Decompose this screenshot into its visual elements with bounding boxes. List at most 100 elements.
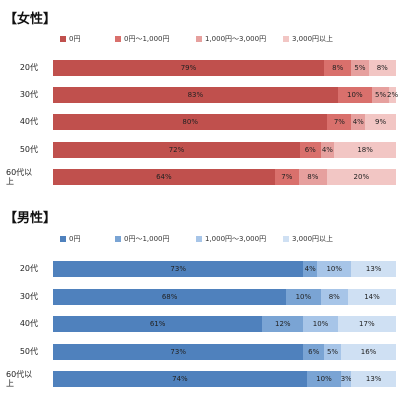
legend-swatch bbox=[60, 36, 66, 42]
legend-swatch bbox=[196, 236, 202, 242]
stacked-bar: 79% 8% 5% 8% bbox=[53, 60, 396, 76]
legend-label: 1,000円〜3,000円 bbox=[205, 235, 267, 243]
bar-segment: 3% bbox=[340, 371, 352, 387]
legend-label: 3,000円以上 bbox=[292, 35, 334, 43]
data-label: 61% bbox=[149, 320, 166, 328]
data-label: 10% bbox=[347, 91, 363, 99]
data-label: 3% bbox=[340, 375, 352, 383]
stacked-bar: 73% 6% 5% 16% bbox=[53, 344, 396, 360]
bar-segment: 73% bbox=[53, 344, 304, 360]
bar-segment: 20% bbox=[326, 169, 396, 185]
bar-segment: 74% bbox=[53, 371, 307, 387]
bar-segment: 17% bbox=[337, 316, 396, 332]
legend-swatch bbox=[196, 36, 202, 42]
bar-segment: 8% bbox=[323, 60, 352, 76]
data-label: 68% bbox=[161, 293, 178, 301]
bar-segment: 72% bbox=[53, 142, 300, 158]
data-label: 13% bbox=[365, 265, 382, 273]
data-label: 7% bbox=[333, 118, 345, 126]
bar-segment: 6% bbox=[299, 142, 321, 158]
data-label: 17% bbox=[359, 320, 375, 328]
stacked-bar: 68% 10% 8% 14% bbox=[53, 289, 396, 305]
bar-segment: 68% bbox=[53, 289, 287, 305]
bar-segment: 7% bbox=[327, 114, 352, 130]
legend-label: 0円 bbox=[69, 235, 81, 243]
data-label: 8% bbox=[376, 64, 388, 72]
bar-segment: 5% bbox=[323, 344, 342, 360]
legend-label: 0円〜1,000円 bbox=[124, 35, 170, 43]
data-label: 10% bbox=[295, 293, 312, 301]
data-label: 10% bbox=[326, 265, 343, 273]
bar-segment: 13% bbox=[351, 261, 396, 277]
data-label: 2% bbox=[387, 91, 399, 99]
category-label: 20代 bbox=[19, 63, 38, 72]
legend-label: 1,000円〜3,000円 bbox=[205, 35, 267, 43]
stacked-bar: 80% 7% 4% 9% bbox=[53, 114, 396, 130]
bar-segment: 14% bbox=[347, 289, 396, 305]
legend-item: 3,000円以上 bbox=[283, 34, 333, 44]
bar-segment: 80% bbox=[53, 114, 328, 130]
data-label: 72% bbox=[168, 146, 185, 154]
stacked-bar: 72% 6% 4% 18% bbox=[53, 142, 396, 158]
legend-item: 0円 bbox=[60, 34, 80, 44]
data-label: 5% bbox=[354, 64, 366, 72]
stacked-bar: 64% 7% 8% 20% bbox=[53, 169, 396, 185]
bar-segment: 64% bbox=[53, 169, 275, 185]
data-label: 16% bbox=[360, 348, 377, 356]
bar-segment: 8% bbox=[320, 289, 348, 305]
data-label: 8% bbox=[332, 64, 344, 72]
bar-segment: 6% bbox=[303, 344, 324, 360]
bar-segment: 4% bbox=[351, 114, 366, 130]
legend-item: 1,000円〜3,000円 bbox=[196, 34, 266, 44]
category-label: 60代以上 bbox=[6, 168, 33, 186]
stacked-bar: 83% 10% 5% 2% bbox=[53, 87, 399, 103]
category-label: 40代 bbox=[19, 319, 38, 328]
data-label: 20% bbox=[353, 173, 370, 181]
stacked-bar: 61% 12% 10% 17% bbox=[53, 316, 396, 332]
bar-segment: 5% bbox=[371, 87, 390, 103]
legend-item: 0円 bbox=[60, 234, 80, 244]
legend-swatch bbox=[60, 236, 66, 242]
category-label: 30代 bbox=[19, 292, 38, 301]
legend-swatch bbox=[115, 36, 121, 42]
data-label: 9% bbox=[374, 118, 387, 126]
data-label: 4% bbox=[321, 146, 333, 154]
category-label: 20代 bbox=[19, 264, 38, 273]
legend-swatch bbox=[115, 236, 121, 242]
data-label: 5% bbox=[326, 348, 339, 356]
data-label: 10% bbox=[312, 320, 329, 328]
legend-label: 0円 bbox=[69, 35, 81, 43]
legend-item: 3,000円以上 bbox=[283, 234, 333, 244]
legend-item: 0円〜1,000円 bbox=[115, 34, 170, 44]
bar-segment: 8% bbox=[368, 60, 396, 76]
data-label: 12% bbox=[275, 320, 291, 328]
data-label: 13% bbox=[365, 375, 382, 383]
category-label: 30代 bbox=[19, 90, 38, 99]
legend-label: 0円〜1,000円 bbox=[124, 235, 170, 243]
bar-segment: 9% bbox=[365, 114, 396, 130]
data-label: 4% bbox=[352, 118, 364, 126]
bar-segment: 79% bbox=[53, 60, 324, 76]
data-label: 80% bbox=[182, 118, 198, 126]
bar-segment: 5% bbox=[351, 60, 369, 76]
data-label: 73% bbox=[170, 348, 186, 356]
bar-segment: 4% bbox=[320, 142, 335, 158]
data-label: 14% bbox=[364, 293, 380, 301]
stacked-bar: 73% 4% 10% 13% bbox=[53, 261, 396, 277]
bar-segment: 13% bbox=[351, 371, 396, 387]
chart-title-male: 【男性】 bbox=[4, 211, 57, 226]
category-label: 50代 bbox=[19, 145, 38, 154]
bar-segment: 2% bbox=[387, 87, 399, 103]
bar-segment: 61% bbox=[53, 316, 263, 332]
data-label: 6% bbox=[304, 146, 316, 154]
legend-label: 3,000円以上 bbox=[292, 235, 334, 243]
data-label: 64% bbox=[156, 173, 172, 181]
bar-segment: 10% bbox=[317, 261, 352, 277]
data-label: 7% bbox=[281, 173, 293, 181]
bar-segment: 73% bbox=[53, 261, 304, 277]
legend-item: 1,000円〜3,000円 bbox=[196, 234, 266, 244]
data-label: 79% bbox=[180, 64, 197, 72]
legend-item: 0円〜1,000円 bbox=[115, 234, 170, 244]
bar-segment: 10% bbox=[303, 316, 338, 332]
bar-segment: 12% bbox=[262, 316, 304, 332]
